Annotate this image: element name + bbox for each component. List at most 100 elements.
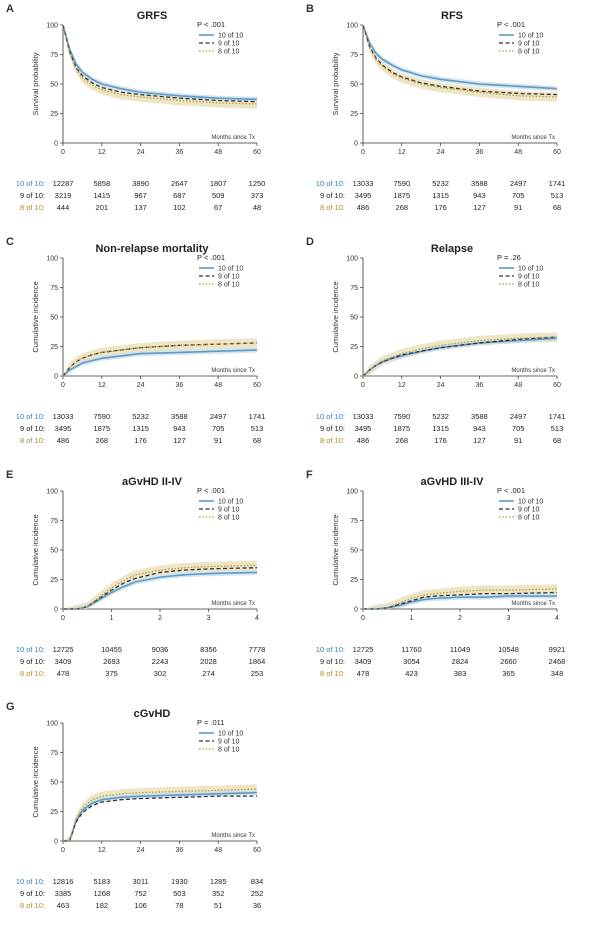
risk-table-cell: 3890 [132,179,149,188]
risk-table-row-label: 8 of 10: [20,669,45,678]
risk-table-cell: 486 [357,436,370,445]
risk-table-cell: 2647 [171,179,188,188]
risk-table-cell: 967 [134,191,147,200]
x-tick-label: 4 [555,615,559,622]
x-tick-label: 2 [458,615,462,622]
risk-table-cell: 463 [57,901,70,910]
x-tick-label: 4 [255,615,259,622]
risk-table-cell: 13033 [353,412,374,421]
x-tick-label: 48 [214,847,222,854]
y-tick-label: 50 [350,548,358,555]
risk-table-cell: 91 [514,203,522,212]
x-tick-label: 0 [61,847,65,854]
chart-title: aGvHD II-IV [122,476,183,488]
risk-table-row-label: 10 of 10: [316,412,345,421]
panel-letter: C [6,236,14,248]
risk-table-cell: 943 [173,424,186,433]
x-tick-label: 0 [61,149,65,156]
chart-title: aGvHD III-IV [421,476,485,488]
x-tick-label: 60 [253,382,261,389]
y-tick-label: 25 [50,344,58,351]
chart-title: GRFS [137,10,168,22]
risk-table-cell: 687 [173,191,186,200]
risk-table-cell: 3385 [55,889,72,898]
y-axis-label: Cumulative incidence [31,746,40,817]
risk-table-cell: 78 [175,901,183,910]
y-axis-label: Cumulative incidence [331,514,340,585]
risk-table-cell: 513 [551,191,564,200]
risk-table-cell: 1930 [171,877,188,886]
y-tick-label: 75 [350,52,358,59]
risk-table-cell: 1864 [249,657,266,666]
x-tick-label: 0 [61,615,65,622]
x-tick-label: 48 [514,149,522,156]
legend-label: 8 of 10 [218,515,240,522]
risk-table-cell: 1875 [393,424,410,433]
risk-table-row-label: 9 of 10: [320,424,345,433]
risk-table-cell: 509 [212,191,225,200]
legend-label: 8 of 10 [518,49,540,56]
risk-table-cell: 274 [202,669,215,678]
risk-table-cell: 10455 [101,645,122,654]
risk-table-cell: 176 [434,436,447,445]
chart-title: Non-relapse mortality [95,243,209,255]
risk-table-cell: 365 [502,669,515,678]
x-axis-label: Months since Tx [511,368,555,374]
risk-table-cell: 1315 [432,424,449,433]
y-tick-label: 50 [50,780,58,787]
risk-table-row-label: 8 of 10: [20,203,45,212]
risk-table-cell: 106 [134,901,147,910]
x-axis-label: Months since Tx [211,368,255,374]
x-tick-label: 48 [214,382,222,389]
y-tick-label: 25 [350,111,358,118]
risk-table-cell: 182 [96,901,109,910]
y-tick-label: 0 [54,374,58,381]
legend-label: 10 of 10 [518,266,543,273]
risk-table-cell: 943 [473,424,486,433]
risk-table-row-label: 8 of 10: [320,436,345,445]
risk-table-cell: 1875 [393,191,410,200]
legend-label: 10 of 10 [518,33,543,40]
series-line-8-of-10 [63,564,258,610]
panel-letter: A [6,3,14,15]
risk-table-cell: 36 [253,901,261,910]
risk-table-cell: 2028 [200,657,217,666]
risk-table-cell: 3588 [471,179,488,188]
x-tick-label: 24 [137,382,145,389]
risk-table-cell: 127 [473,436,486,445]
risk-table-cell: 252 [251,889,264,898]
y-tick-label: 50 [50,548,58,555]
x-tick-label: 12 [98,149,106,156]
risk-table-cell: 2468 [549,657,566,666]
risk-table-row-label: 9 of 10: [320,191,345,200]
risk-table-cell: 2243 [152,657,169,666]
risk-table-row-label: 9 of 10: [20,191,45,200]
risk-table-cell: 1315 [432,191,449,200]
chart-svg: A GRFS P < .001 Survival probability 0 25 50 75… [6,3,265,212]
legend-label: 8 of 10 [218,282,240,289]
risk-table-cell: 268 [396,436,409,445]
risk-table-cell: 67 [214,203,222,212]
y-tick-label: 75 [50,52,58,59]
y-tick-label: 50 [350,315,358,322]
risk-table-cell: 268 [96,436,109,445]
risk-table-cell: 2497 [210,412,227,421]
chart-title: cGvHD [134,708,171,720]
x-tick-label: 12 [98,847,106,854]
legend-label: 9 of 10 [218,507,240,514]
risk-table-cell: 2497 [510,179,527,188]
risk-table-cell: 5183 [93,877,110,886]
ci-band [363,25,557,92]
risk-table-row-label: 10 of 10: [316,645,345,654]
x-tick-label: 60 [253,847,261,854]
legend-label: 10 of 10 [218,266,243,273]
panel-letter: F [306,469,313,481]
y-tick-label: 0 [54,141,58,148]
risk-table-cell: 68 [253,436,261,445]
series-line-8-of-10 [363,588,558,610]
y-tick-label: 50 [50,315,58,322]
risk-table-cell: 127 [473,203,486,212]
